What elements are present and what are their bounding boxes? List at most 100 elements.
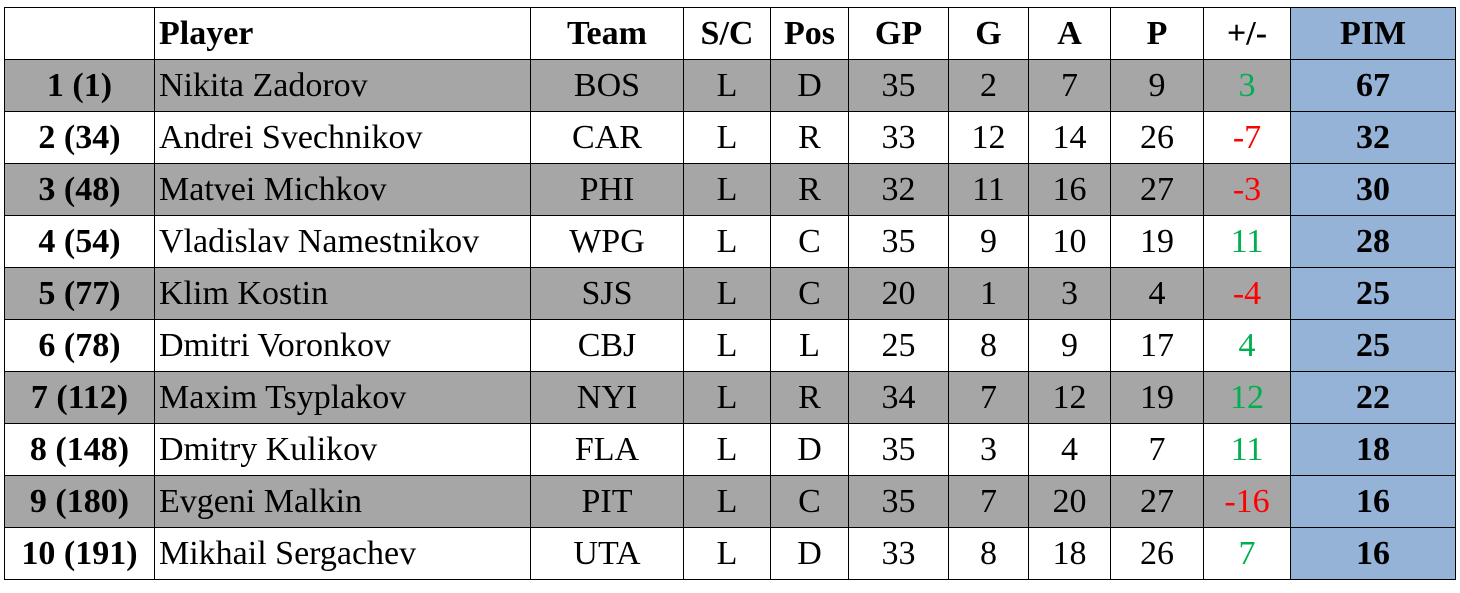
stat-cell: 9 [948,215,1029,268]
header-cell: Team [530,7,684,60]
stat-cell: C [770,215,849,268]
player-cell: Mikhail Sergachev [154,527,531,580]
stat-cell: FLA [530,423,684,476]
stat-cell: 14 [1028,111,1111,164]
stat-cell: 16 [1290,475,1456,528]
stat-cell: 3 [1028,267,1111,320]
stat-cell: R [770,371,849,424]
stat-cell: -3 [1203,163,1291,216]
stat-cell: 20 [848,267,949,320]
stat-cell: 25 [1290,319,1456,372]
rank-cell: 3 (48) [4,163,155,216]
player-row: 5 (77) Klim Kostin SJS L C 20 1 3 4 -4 25 [4,267,1456,320]
stat-cell: 7 [1110,423,1204,476]
stat-cell: SJS [530,267,684,320]
stat-cell: L [683,475,771,528]
stat-cell: 4 [1203,319,1291,372]
header-cell: Pos [770,7,849,60]
stat-cell: 18 [1028,527,1111,580]
rank-cell: 8 (148) [4,423,155,476]
player-cell: Matvei Michkov [154,163,531,216]
stat-cell: 17 [1110,319,1204,372]
player-row: 7 (112) Maxim Tsyplakov NYI L R 34 7 12 19 12 22 [4,371,1456,424]
header-cell: Player [154,7,531,60]
stat-cell: BOS [530,59,684,112]
header-cell [4,7,155,60]
player-row: 8 (148) Dmitry Kulikov FLA L D 35 3 4 7 11 18 [4,423,1456,476]
stat-cell: 11 [1203,423,1291,476]
stat-cell: 26 [1110,111,1204,164]
stat-cell: L [770,319,849,372]
stat-cell: L [683,267,771,320]
stat-cell: 19 [1110,371,1204,424]
stat-cell: 26 [1110,527,1204,580]
stat-cell: -7 [1203,111,1291,164]
rank-cell: 1 (1) [4,59,155,112]
stat-cell: CAR [530,111,684,164]
stat-cell: 22 [1290,371,1456,424]
player-cell: Maxim Tsyplakov [154,371,531,424]
rank-cell: 2 (34) [4,111,155,164]
stat-cell: -16 [1203,475,1291,528]
stat-cell: 4 [1110,267,1204,320]
stat-cell: L [683,371,771,424]
player-row: 4 (54) Vladislav Namestnikov WPG L C 35 9 10 19 1… [4,215,1456,268]
stat-cell: CBJ [530,319,684,372]
stat-cell: 35 [848,215,949,268]
rank-cell: 9 (180) [4,475,155,528]
player-row: 9 (180) Evgeni Malkin PIT L C 35 7 20 27 -16 16 [4,475,1456,528]
stat-cell: C [770,475,849,528]
header-cell: A [1028,7,1111,60]
stat-cell: 33 [848,111,949,164]
stat-cell: L [683,319,771,372]
stat-cell: 35 [848,59,949,112]
stat-cell: 67 [1290,59,1456,112]
stat-cell: L [683,59,771,112]
header-cell: P [1110,7,1204,60]
stat-cell: 12 [948,111,1029,164]
stat-cell: 8 [948,319,1029,372]
rank-cell: 7 (112) [4,371,155,424]
stat-cell: UTA [530,527,684,580]
player-row: 10 (191) Mikhail Sergachev UTA L D 33 8 18 26 7 16 [4,527,1456,580]
stat-cell: D [770,423,849,476]
header-cell: +/- [1203,7,1291,60]
stat-cell: PHI [530,163,684,216]
stat-cell: WPG [530,215,684,268]
stat-cell: PIT [530,475,684,528]
stat-cell: 3 [1203,59,1291,112]
stat-cell: 27 [1110,475,1204,528]
stat-cell: 9 [1110,59,1204,112]
stat-cell: 35 [848,475,949,528]
stat-cell: 27 [1110,163,1204,216]
stat-cell: L [683,527,771,580]
stat-cell: D [770,59,849,112]
player-cell: Andrei Svechnikov [154,111,531,164]
stat-cell: 4 [1028,423,1111,476]
stat-cell: 11 [948,163,1029,216]
stat-cell: 7 [1203,527,1291,580]
stat-cell: L [683,215,771,268]
player-cell: Vladislav Namestnikov [154,215,531,268]
stat-cell: 10 [1028,215,1111,268]
stat-cell: 35 [848,423,949,476]
stat-cell: 20 [1028,475,1111,528]
stat-cell: 25 [1290,267,1456,320]
stat-cell: 3 [948,423,1029,476]
player-row: 6 (78) Dmitri Voronkov CBJ L L 25 8 9 17 4 25 [4,319,1456,372]
player-cell: Dmitri Voronkov [154,319,531,372]
stat-cell: 16 [1290,527,1456,580]
stat-cell: L [683,423,771,476]
header-cell: PIM [1290,7,1456,60]
stat-cell: R [770,163,849,216]
player-cell: Evgeni Malkin [154,475,531,528]
stat-cell: 7 [1028,59,1111,112]
stat-cell: -4 [1203,267,1291,320]
rank-cell: 5 (77) [4,267,155,320]
header-cell: G [948,7,1029,60]
stat-cell: 1 [948,267,1029,320]
stat-cell: 19 [1110,215,1204,268]
stat-cell: 2 [948,59,1029,112]
player-cell: Dmitry Kulikov [154,423,531,476]
